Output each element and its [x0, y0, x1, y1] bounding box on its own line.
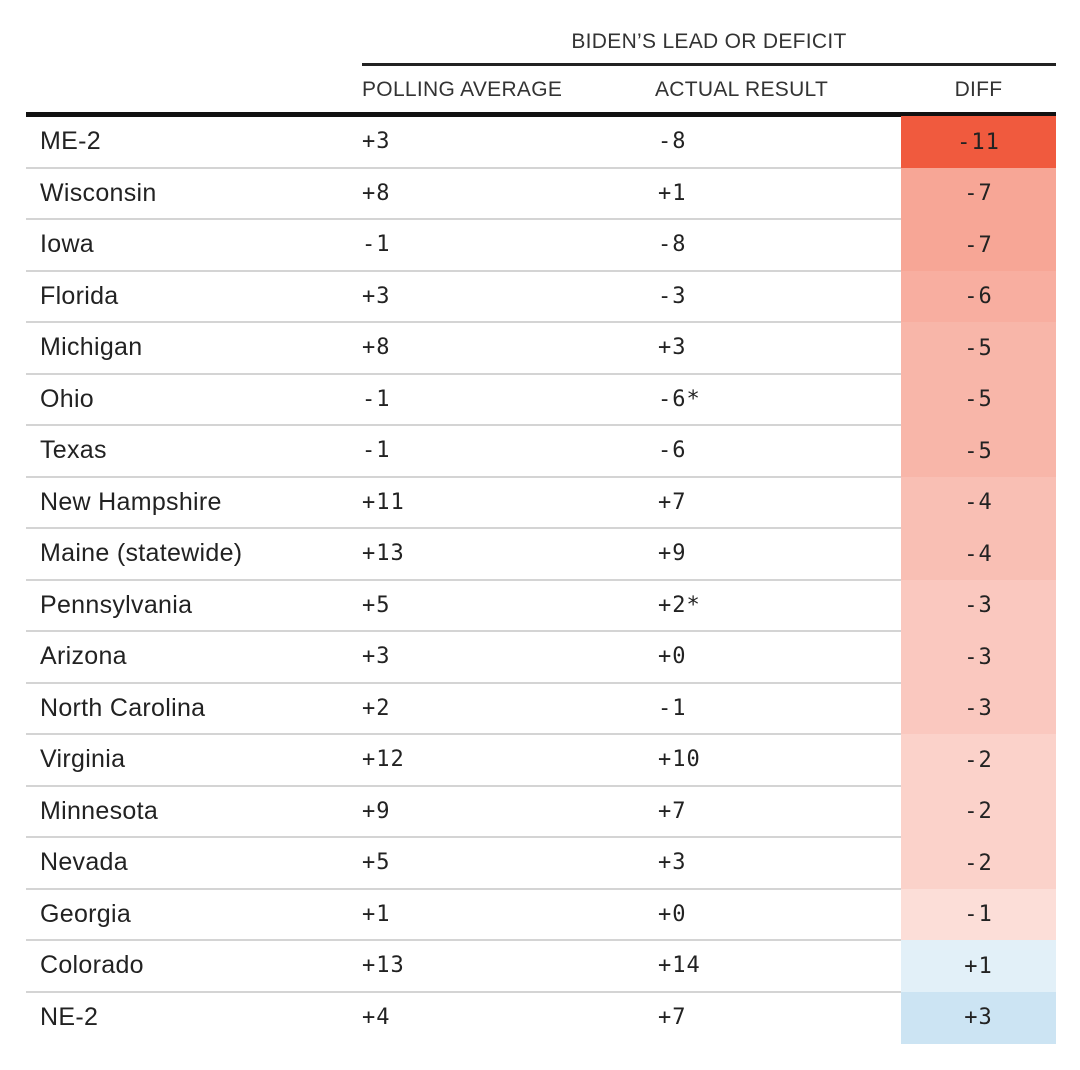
diff-value: -4 — [901, 476, 1056, 529]
polling-average-value: +11 — [362, 489, 405, 515]
group-header-bidens-lead: BIDEN’S LEAD OR DEFICIT — [362, 30, 1056, 66]
row-name: NE-2 — [40, 1002, 99, 1031]
polling-average-value: +2 — [362, 695, 391, 721]
diff-value: -7 — [901, 219, 1056, 272]
polling-average-value: +4 — [362, 1004, 391, 1030]
diff-value: -3 — [901, 682, 1056, 735]
diff-value: -5 — [901, 322, 1056, 375]
table-row: Florida +3 -3 -6 — [26, 270, 1056, 323]
actual-result-value: +3 — [658, 850, 687, 876]
table-row: Iowa -1 -8 -7 — [26, 219, 1056, 272]
row-name: Minnesota — [40, 796, 159, 825]
actual-result-value: +7 — [658, 1004, 687, 1030]
row-name: Michigan — [40, 333, 143, 362]
table-row: Texas -1 -6 -5 — [26, 425, 1056, 478]
row-name: ME-2 — [40, 127, 101, 156]
diff-value: -5 — [901, 425, 1056, 478]
row-name: Wisconsin — [40, 178, 157, 207]
diff-value: -4 — [901, 528, 1056, 581]
polling-average-value: +8 — [362, 335, 391, 361]
diff-value: -3 — [901, 579, 1056, 632]
actual-result-value: +0 — [658, 644, 687, 670]
polling-average-value: +1 — [362, 901, 391, 927]
column-header-polling-average: POLLING AVERAGE — [362, 78, 563, 101]
actual-result-value: +10 — [658, 747, 701, 773]
diff-value: -3 — [901, 631, 1056, 684]
diff-value: -1 — [901, 888, 1056, 941]
actual-result-value: +3 — [658, 335, 687, 361]
table-row: Michigan +8 +3 -5 — [26, 322, 1056, 375]
actual-result-value: +9 — [658, 541, 687, 567]
diff-value: -11 — [901, 116, 1056, 169]
actual-result-value: +2* — [658, 592, 701, 618]
actual-result-value: +7 — [658, 798, 687, 824]
polling-average-value: +3 — [362, 129, 391, 155]
actual-result-value: +1 — [658, 180, 687, 206]
diff-value: -2 — [901, 734, 1056, 787]
diff-value: -6 — [901, 270, 1056, 323]
table-row: Maine (statewide) +13 +9 -4 — [26, 528, 1056, 581]
polling-average-value: +3 — [362, 644, 391, 670]
actual-result-value: -6 — [658, 438, 687, 464]
header-rule — [26, 112, 1056, 117]
table-row: NE-2 +4 +7 +3 — [26, 991, 1056, 1044]
actual-result-value: -1 — [658, 695, 687, 721]
row-name: Arizona — [40, 642, 127, 671]
table-row: Arizona +3 +0 -3 — [26, 631, 1056, 684]
diff-value: +3 — [901, 991, 1056, 1044]
table-row: Minnesota +9 +7 -2 — [26, 785, 1056, 838]
row-name: Pennsylvania — [40, 590, 193, 619]
diff-value: +1 — [901, 940, 1056, 993]
row-name: North Carolina — [40, 693, 206, 722]
row-name: Georgia — [40, 899, 132, 928]
table-row: Wisconsin +8 +1 -7 — [26, 167, 1056, 220]
diff-value: -5 — [901, 373, 1056, 426]
actual-result-value: +14 — [658, 953, 701, 979]
table-row: Ohio -1 -6* -5 — [26, 373, 1056, 426]
column-header-diff: DIFF — [954, 78, 1003, 101]
polling-average-value: +5 — [362, 592, 391, 618]
polling-average-value: +13 — [362, 953, 405, 979]
actual-result-value: +0 — [658, 901, 687, 927]
table-row: Georgia +1 +0 -1 — [26, 888, 1056, 941]
diff-value: -2 — [901, 785, 1056, 838]
table-row: Colorado +13 +14 +1 — [26, 940, 1056, 993]
row-name: Texas — [40, 436, 107, 465]
row-name: Nevada — [40, 848, 128, 877]
results-table-body: ME-2 +3 -8 -11 Wisconsin +8 +1 -7 Iowa -1 -8 -7 Flor… — [26, 116, 1056, 1044]
table-row: Nevada +5 +3 -2 — [26, 837, 1056, 890]
table-row: Virginia +12 +10 -2 — [26, 734, 1056, 787]
row-name: Colorado — [40, 951, 144, 980]
polling-average-value: +3 — [362, 283, 391, 309]
table-row: Pennsylvania +5 +2* -3 — [26, 579, 1056, 632]
polling-average-value: +12 — [362, 747, 405, 773]
actual-result-value: -8 — [658, 129, 687, 155]
actual-result-value: -3 — [658, 283, 687, 309]
polling-average-value: +9 — [362, 798, 391, 824]
actual-result-value: +7 — [658, 489, 687, 515]
polling-average-value: +13 — [362, 541, 405, 567]
actual-result-value: -6* — [658, 386, 701, 412]
row-name: Iowa — [40, 230, 95, 259]
row-name: Ohio — [40, 384, 95, 413]
polling-average-value: -1 — [362, 386, 391, 412]
polling-average-value: +5 — [362, 850, 391, 876]
diff-value: -7 — [901, 167, 1056, 220]
table-row: ME-2 +3 -8 -11 — [26, 116, 1056, 169]
actual-result-value: -8 — [658, 232, 687, 258]
polling-average-value: -1 — [362, 438, 391, 464]
table-row: North Carolina +2 -1 -3 — [26, 682, 1056, 735]
diff-value: -2 — [901, 837, 1056, 890]
table-row: New Hampshire +11 +7 -4 — [26, 476, 1056, 529]
row-name: New Hampshire — [40, 487, 222, 516]
polling-average-value: +8 — [362, 180, 391, 206]
row-name: Virginia — [40, 745, 126, 774]
row-name: Maine (statewide) — [40, 539, 243, 568]
column-header-actual-result: ACTUAL RESULT — [655, 78, 829, 101]
row-name: Florida — [40, 281, 119, 310]
polling-average-value: -1 — [362, 232, 391, 258]
